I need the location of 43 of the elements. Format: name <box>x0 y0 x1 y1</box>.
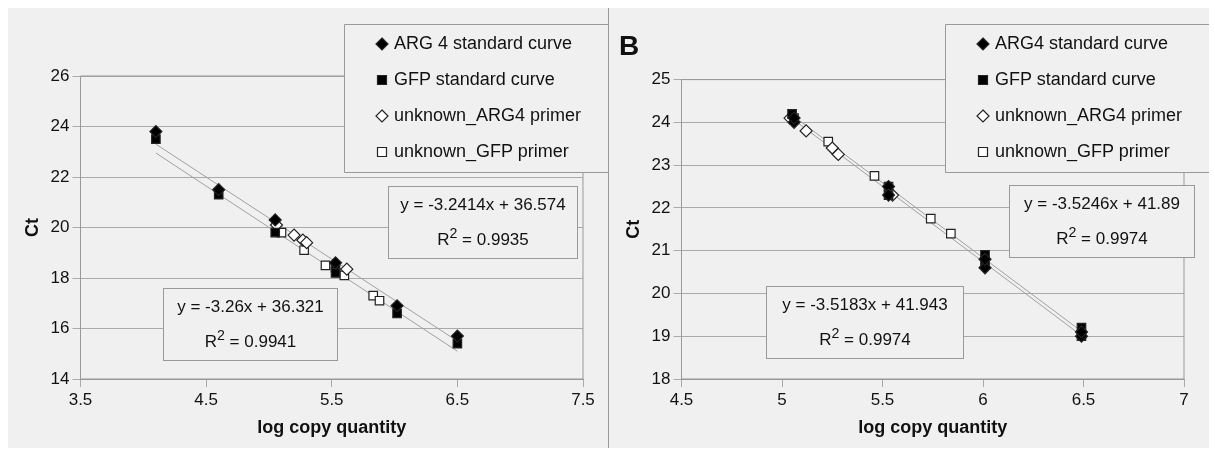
x-axis-title: log copy quantity <box>858 417 1008 438</box>
y-tick-label: 19 <box>651 325 671 345</box>
x-tick-label: 3.5 <box>68 389 93 409</box>
y-axis-title: Ct <box>622 219 643 239</box>
legend-label: unknown_GFP primer <box>394 140 569 162</box>
x-tick-label: 4.5 <box>669 389 694 409</box>
y-tick-label: 18 <box>651 368 671 388</box>
annotation: y = -3.26x + 36.321 R$^{2}$ = 0.9941 <box>176 296 325 353</box>
legend-label: GFP standard curve <box>995 68 1156 89</box>
y-tick-label: 25 <box>651 69 671 89</box>
x-tick-label: 5.5 <box>319 389 344 409</box>
y-axis-title: Ct <box>21 218 42 237</box>
y-tick-label: 24 <box>50 116 70 136</box>
x-tick-label: 6.5 <box>445 389 470 409</box>
y-tick-label: 21 <box>651 240 671 260</box>
y-tick-label: 22 <box>651 197 671 217</box>
legend-label: ARG 4 standard curve <box>394 32 573 53</box>
legend-label: unknown_ARG4 primer <box>394 104 582 126</box>
legend-label: ARG4 standard curve <box>995 32 1169 53</box>
legend-label: unknown_GFP primer <box>995 140 1170 162</box>
annotation: y = -3.5246x + 41.89 R$^{2}$ = 0.9974 <box>1023 193 1181 250</box>
x-tick-label: 7 <box>1179 389 1189 409</box>
x-tick-label: 6 <box>978 389 988 409</box>
y-tick-label: 20 <box>50 217 70 237</box>
annotation: y = -3.2414x + 36.574 R$^{2}$ = 0.9935 <box>399 194 567 251</box>
x-tick-label: 5 <box>777 389 787 409</box>
x-axis-title: log copy quantity <box>257 417 407 438</box>
y-tick-label: 20 <box>651 283 671 303</box>
chart-title: B <box>619 29 640 61</box>
legend-label: unknown_ARG4 primer <box>995 104 1183 126</box>
legend-label: GFP standard curve <box>394 68 555 89</box>
y-tick-label: 18 <box>50 267 70 287</box>
x-tick-label: 4.5 <box>194 389 218 409</box>
annotation: y = -3.5183x + 41.943 R$^{2}$ = 0.9974 <box>781 294 949 351</box>
x-tick-label: 5.5 <box>870 389 895 409</box>
y-tick-label: 24 <box>651 112 671 132</box>
y-tick-label: 14 <box>50 368 70 388</box>
y-tick-label: 16 <box>50 318 70 338</box>
x-tick-label: 7.5 <box>571 389 595 409</box>
x-tick-label: 6.5 <box>1071 389 1096 409</box>
y-tick-label: 23 <box>651 154 671 174</box>
y-tick-label: 26 <box>50 65 70 85</box>
y-tick-label: 22 <box>50 166 70 186</box>
